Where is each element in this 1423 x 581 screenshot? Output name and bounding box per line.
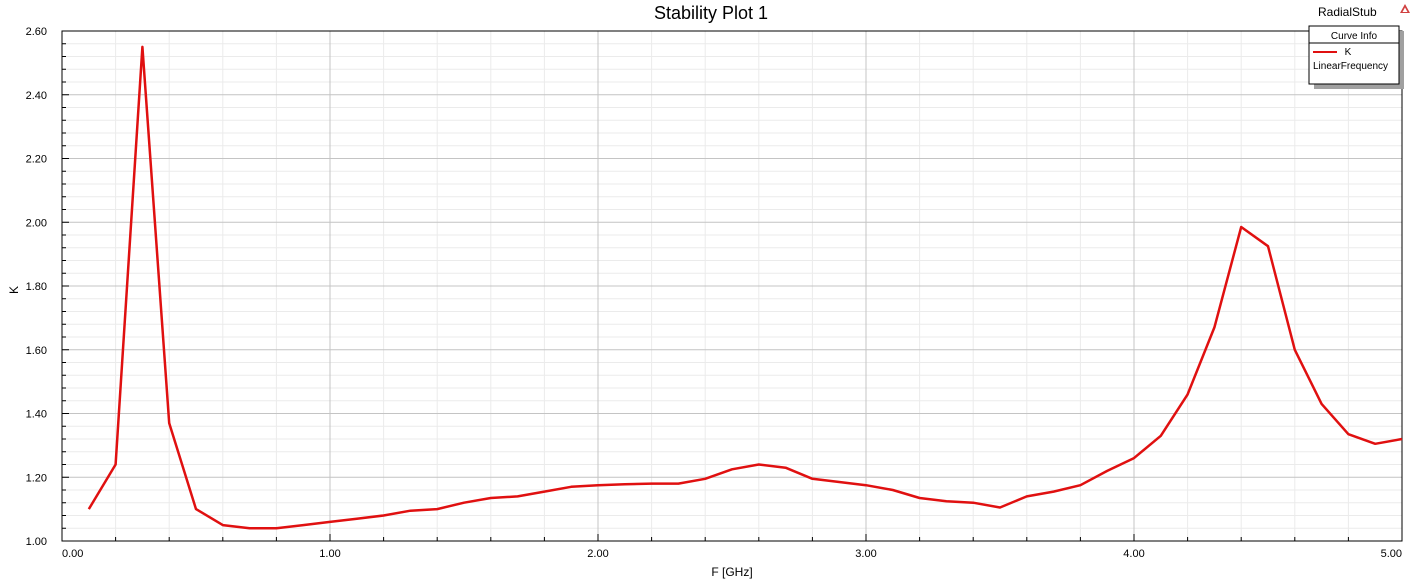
x-tick-label: 4.00 <box>1123 548 1144 560</box>
x-tick-label: 5.00 <box>1381 548 1402 560</box>
series-layer <box>87 45 1403 530</box>
y-tick-label: 2.00 <box>26 217 47 229</box>
y-tick-label: 2.40 <box>26 90 47 102</box>
y-tick-label: 1.80 <box>26 281 47 293</box>
y-tick-label: 1.60 <box>26 345 47 357</box>
y-tick-label: 2.60 <box>26 26 47 38</box>
x-tick-label: 1.00 <box>319 548 340 560</box>
legend[interactable]: Curve Info K LinearFrequency <box>1308 25 1404 89</box>
series-line-k <box>87 45 1403 530</box>
y-tick-label: 1.20 <box>26 472 47 484</box>
plot-border <box>61 30 1403 542</box>
y-axis-label: K <box>7 286 21 294</box>
x-tick-label: 3.00 <box>855 548 876 560</box>
legend-title: Curve Info <box>1331 31 1378 42</box>
chart-title: Stability Plot 1 <box>654 3 768 23</box>
x-tick-label: 0.00 <box>62 548 83 560</box>
ansys-logo-icon <box>1400 4 1410 13</box>
y-tick-label: 1.00 <box>26 536 47 548</box>
legend-entry-sublabel: LinearFrequency <box>1313 61 1388 72</box>
y-tick-label: 2.20 <box>26 154 47 166</box>
legend-entry-label: K <box>1345 47 1352 58</box>
y-tick-labels: 1.00 1.20 1.40 1.60 1.80 2.00 2.20 2.40 2.60 <box>26 26 47 548</box>
x-tick-labels: 0.00 1.00 2.00 3.00 4.00 5.00 <box>62 548 1402 560</box>
x-tick-label: 2.00 <box>587 548 608 560</box>
x-axis-label: F [GHz] <box>711 565 752 579</box>
project-name: RadialStub <box>1318 5 1377 19</box>
y-tick-label: 1.40 <box>26 409 47 421</box>
